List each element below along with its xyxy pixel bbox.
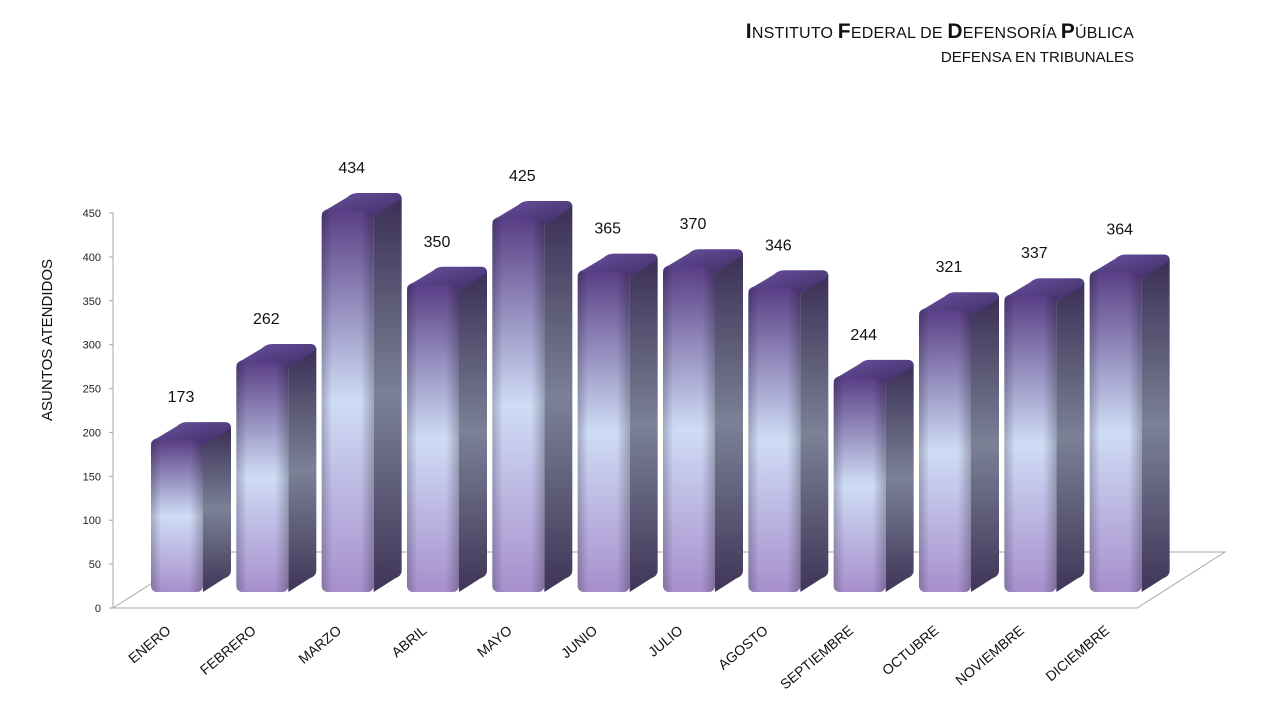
data-label: 321 — [936, 259, 963, 276]
bar-front-shade — [236, 362, 289, 592]
x-tick-label: ABRIL — [388, 622, 429, 660]
bar-front-shade — [151, 440, 203, 592]
y-tick-label: 400 — [83, 252, 101, 264]
title-word: NSTITUTO — [751, 25, 838, 42]
bar-front-shade — [1004, 296, 1057, 592]
title-initial: I — [745, 20, 752, 43]
y-tick-label: 50 — [89, 559, 101, 571]
bar-side — [203, 426, 231, 592]
y-axis-title: ASUNTOS ATENDIDOS — [39, 259, 56, 421]
bar-front-shade — [663, 267, 715, 592]
data-label: 434 — [338, 160, 365, 177]
x-tick-label: SEPTIEMBRE — [777, 622, 856, 692]
bar — [492, 200, 573, 592]
x-tick-label: NOVIEMBRE — [952, 622, 1027, 688]
x-tick-label: MAYO — [474, 622, 515, 660]
bar — [1004, 278, 1085, 592]
bar-side — [288, 348, 317, 592]
y-tick-label: 200 — [83, 427, 101, 439]
y-tick-label: 300 — [83, 340, 101, 352]
bar — [663, 249, 743, 592]
data-label: 364 — [1106, 221, 1133, 238]
title-word: ÚBLICA — [1075, 25, 1134, 42]
x-tick-label: ENERO — [125, 622, 174, 666]
title-initial: D — [947, 20, 963, 43]
x-tick-label: FEBRERO — [197, 622, 259, 678]
title-initial: P — [1060, 20, 1075, 43]
bar — [407, 266, 487, 592]
x-tick-label: MARZO — [295, 622, 344, 667]
bar-side — [1056, 282, 1085, 592]
bar-side — [715, 253, 743, 592]
data-label: 350 — [424, 234, 451, 251]
y-tick-label: 450 — [83, 208, 101, 220]
title-word: EDERAL DE — [850, 25, 948, 42]
bar-side — [885, 363, 914, 592]
bar-front-shade — [919, 310, 971, 592]
bar — [919, 292, 999, 592]
bar-front-shade — [1089, 272, 1142, 592]
data-label: 262 — [253, 311, 280, 328]
title-initial: F — [837, 20, 851, 43]
x-tick-label: AGOSTO — [715, 622, 771, 673]
bar-front-shade — [321, 211, 374, 593]
y-tick-label: 250 — [83, 384, 101, 396]
bar-side — [800, 274, 829, 592]
y-tick-label: 350 — [83, 296, 101, 308]
data-label: 244 — [850, 327, 877, 344]
data-label: 346 — [765, 237, 792, 254]
bar-front-shade — [492, 218, 545, 592]
y-tick-label: 0 — [95, 603, 101, 615]
bar-front-shade — [577, 271, 630, 592]
x-tick-label: JUNIO — [558, 622, 601, 661]
data-label: 365 — [594, 221, 621, 238]
bar-front-shade — [833, 377, 886, 592]
bar-side — [971, 296, 999, 592]
y-tick-label: 100 — [83, 515, 101, 527]
bar-side — [459, 270, 487, 592]
data-label: 425 — [509, 168, 536, 185]
x-tick-label: OCTUBRE — [879, 622, 942, 678]
bar-side — [544, 204, 573, 592]
x-tick-label: DICIEMBRE — [1042, 622, 1112, 684]
bar-side — [629, 257, 658, 592]
chart-header: INSTITUTO FEDERAL DE DEFENSORÍA PÚBLICA … — [746, 20, 1134, 66]
bar — [151, 422, 231, 592]
title-word: EFENSORÍA — [962, 25, 1061, 42]
bar-side — [1141, 258, 1170, 592]
chart-title: INSTITUTO FEDERAL DE DEFENSORÍA PÚBLICA — [746, 20, 1134, 44]
bar — [321, 193, 402, 593]
data-label: 173 — [168, 389, 195, 406]
x-tick-label: JULIO — [645, 622, 686, 660]
bar-front-shade — [748, 288, 801, 592]
bar — [236, 344, 317, 592]
y-tick-label: 150 — [83, 471, 101, 483]
bar — [748, 270, 829, 592]
bar-side — [373, 197, 402, 593]
data-label: 337 — [1021, 245, 1048, 262]
data-label: 370 — [680, 216, 707, 233]
bar-front-shade — [407, 284, 459, 592]
bar — [577, 253, 658, 592]
bar — [1089, 254, 1170, 592]
bar — [833, 359, 914, 592]
chart-subtitle: DEFENSA EN TRIBUNALES — [940, 49, 1134, 66]
